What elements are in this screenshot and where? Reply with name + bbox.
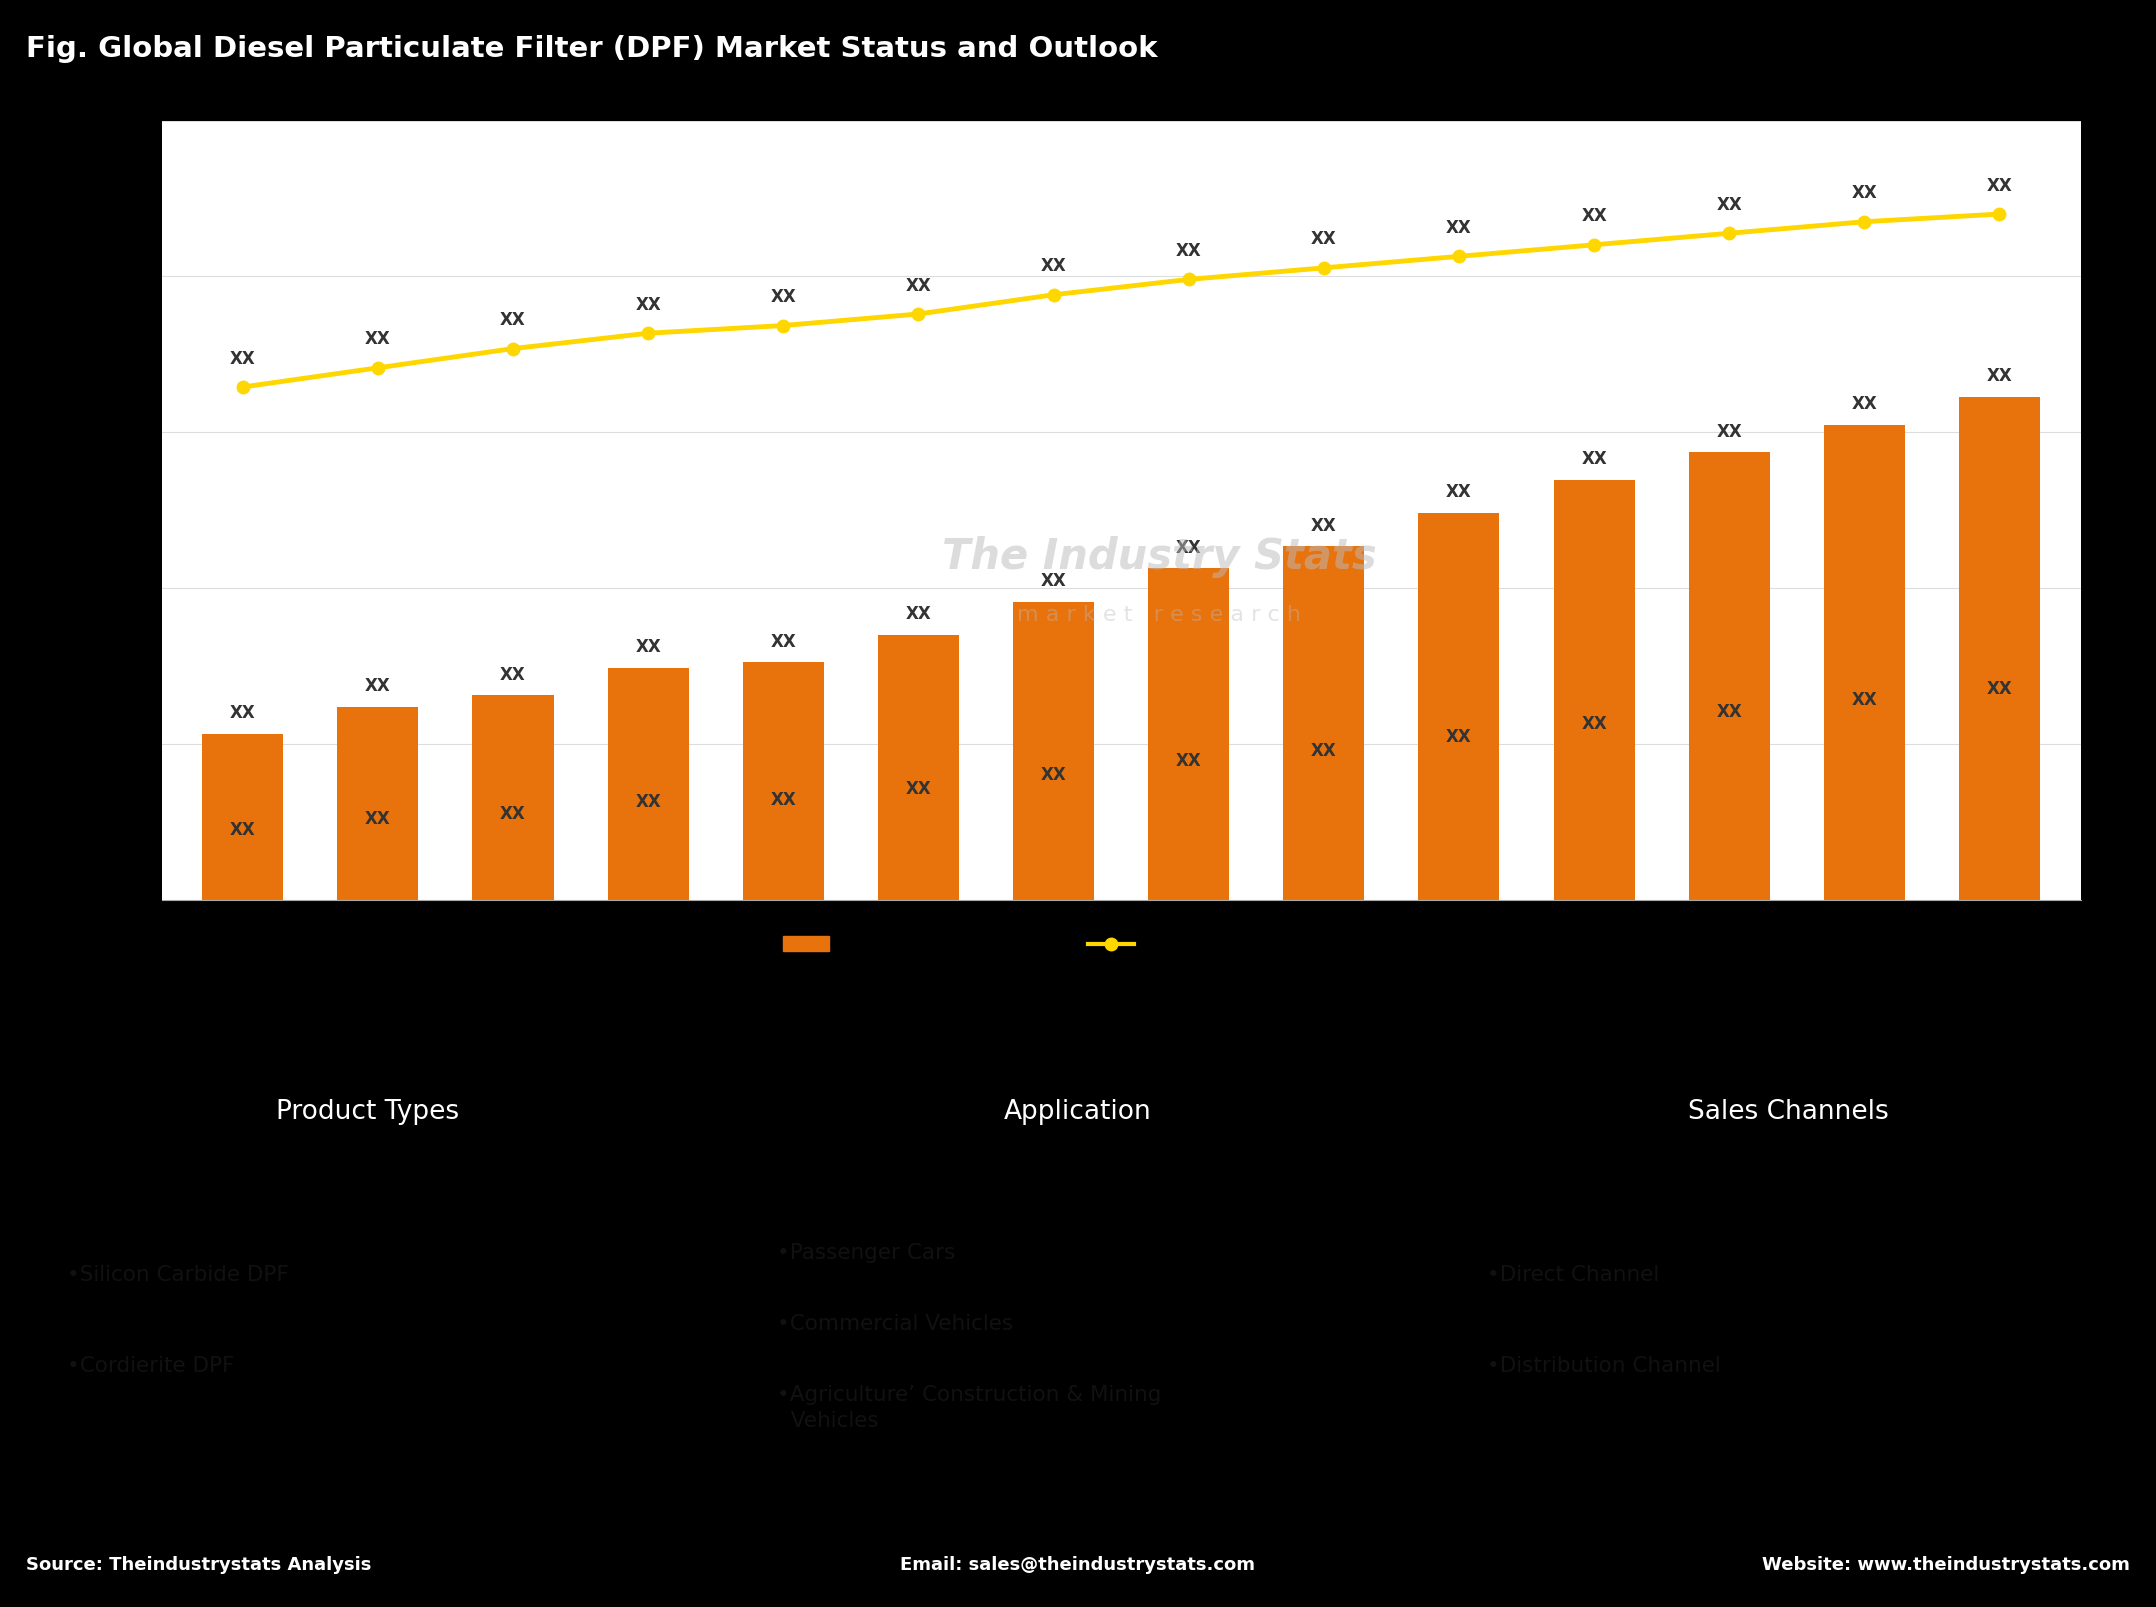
Text: XX: XX xyxy=(1986,177,2012,194)
Text: XX: XX xyxy=(1852,185,1878,202)
Text: XX: XX xyxy=(231,350,257,368)
Text: XX: XX xyxy=(906,276,931,294)
Text: XX: XX xyxy=(1852,395,1878,413)
Bar xyxy=(877,635,959,900)
Text: Sales Channels: Sales Channels xyxy=(1688,1099,1889,1125)
Text: Fig. Global Diesel Particulate Filter (DPF) Market Status and Outlook: Fig. Global Diesel Particulate Filter (D… xyxy=(26,35,1158,63)
Bar xyxy=(1283,546,1365,900)
Text: XX: XX xyxy=(1447,728,1473,747)
Text: XX: XX xyxy=(231,821,257,839)
Bar xyxy=(1149,569,1229,900)
Bar xyxy=(336,707,418,900)
Text: XX: XX xyxy=(1716,196,1742,214)
Text: XX: XX xyxy=(500,805,526,823)
Bar xyxy=(744,662,824,900)
Text: XX: XX xyxy=(364,331,390,349)
Text: •Passenger Cars: •Passenger Cars xyxy=(776,1242,955,1263)
Text: •Commercial Vehicles: •Commercial Vehicles xyxy=(776,1315,1013,1334)
Text: XX: XX xyxy=(500,312,526,329)
Text: XX: XX xyxy=(1852,691,1878,709)
Bar xyxy=(203,734,282,900)
Text: XX: XX xyxy=(906,779,931,797)
Text: XX: XX xyxy=(1175,752,1201,770)
Text: XX: XX xyxy=(636,794,662,812)
Text: XX: XX xyxy=(1986,368,2012,386)
Bar xyxy=(1554,480,1634,900)
Text: XX: XX xyxy=(636,638,662,656)
Text: Application: Application xyxy=(1005,1099,1151,1125)
Text: XX: XX xyxy=(231,704,257,723)
Text: XX: XX xyxy=(1311,742,1337,760)
Text: Email: sales@theindustrystats.com: Email: sales@theindustrystats.com xyxy=(901,1556,1255,1575)
Text: XX: XX xyxy=(1311,516,1337,535)
Text: Website: www.theindustrystats.com: Website: www.theindustrystats.com xyxy=(1761,1556,2130,1575)
Bar xyxy=(608,669,688,900)
Bar xyxy=(1419,513,1498,900)
Text: •Distribution Channel: •Distribution Channel xyxy=(1488,1356,1720,1376)
Text: XX: XX xyxy=(906,604,931,624)
Bar xyxy=(472,696,554,900)
Text: XX: XX xyxy=(500,665,526,685)
Text: XX: XX xyxy=(1986,680,2012,697)
Text: XX: XX xyxy=(1580,715,1606,733)
Text: XX: XX xyxy=(1447,484,1473,501)
Text: XX: XX xyxy=(1716,702,1742,722)
Text: XX: XX xyxy=(1175,243,1201,260)
Text: •Agriculture’ Construction & Mining
  Vehicles: •Agriculture’ Construction & Mining Vehi… xyxy=(776,1385,1162,1432)
Text: •Silicon Carbide DPF: •Silicon Carbide DPF xyxy=(67,1265,289,1286)
Text: XX: XX xyxy=(1041,765,1067,784)
Text: XX: XX xyxy=(1580,450,1606,468)
Bar xyxy=(1013,601,1093,900)
Text: XX: XX xyxy=(364,677,390,694)
Bar xyxy=(1688,452,1770,900)
Text: XX: XX xyxy=(1311,230,1337,249)
Bar xyxy=(1960,397,2040,900)
Text: XX: XX xyxy=(1447,219,1473,236)
Text: XX: XX xyxy=(1041,572,1067,590)
Text: XX: XX xyxy=(1716,423,1742,440)
Legend: Revenue (Million $), Y-oY Growth Rate (%): Revenue (Million $), Y-oY Growth Rate (%… xyxy=(774,927,1382,963)
Text: XX: XX xyxy=(636,296,662,313)
Text: •Direct Channel: •Direct Channel xyxy=(1488,1265,1660,1286)
Text: XX: XX xyxy=(770,791,796,810)
Text: The Industry Stats: The Industry Stats xyxy=(942,537,1378,579)
Text: XX: XX xyxy=(770,288,796,305)
Text: Source: Theindustrystats Analysis: Source: Theindustrystats Analysis xyxy=(26,1556,371,1575)
Text: XX: XX xyxy=(364,810,390,828)
Text: XX: XX xyxy=(1041,257,1067,275)
Text: Product Types: Product Types xyxy=(276,1099,459,1125)
Bar xyxy=(1824,424,1906,900)
Text: XX: XX xyxy=(1580,207,1606,225)
Text: m a r k e t   r e s e a r c h: m a r k e t r e s e a r c h xyxy=(1018,606,1302,625)
Text: •Cordierite DPF: •Cordierite DPF xyxy=(67,1356,235,1376)
Text: XX: XX xyxy=(770,633,796,651)
Text: XX: XX xyxy=(1175,538,1201,556)
